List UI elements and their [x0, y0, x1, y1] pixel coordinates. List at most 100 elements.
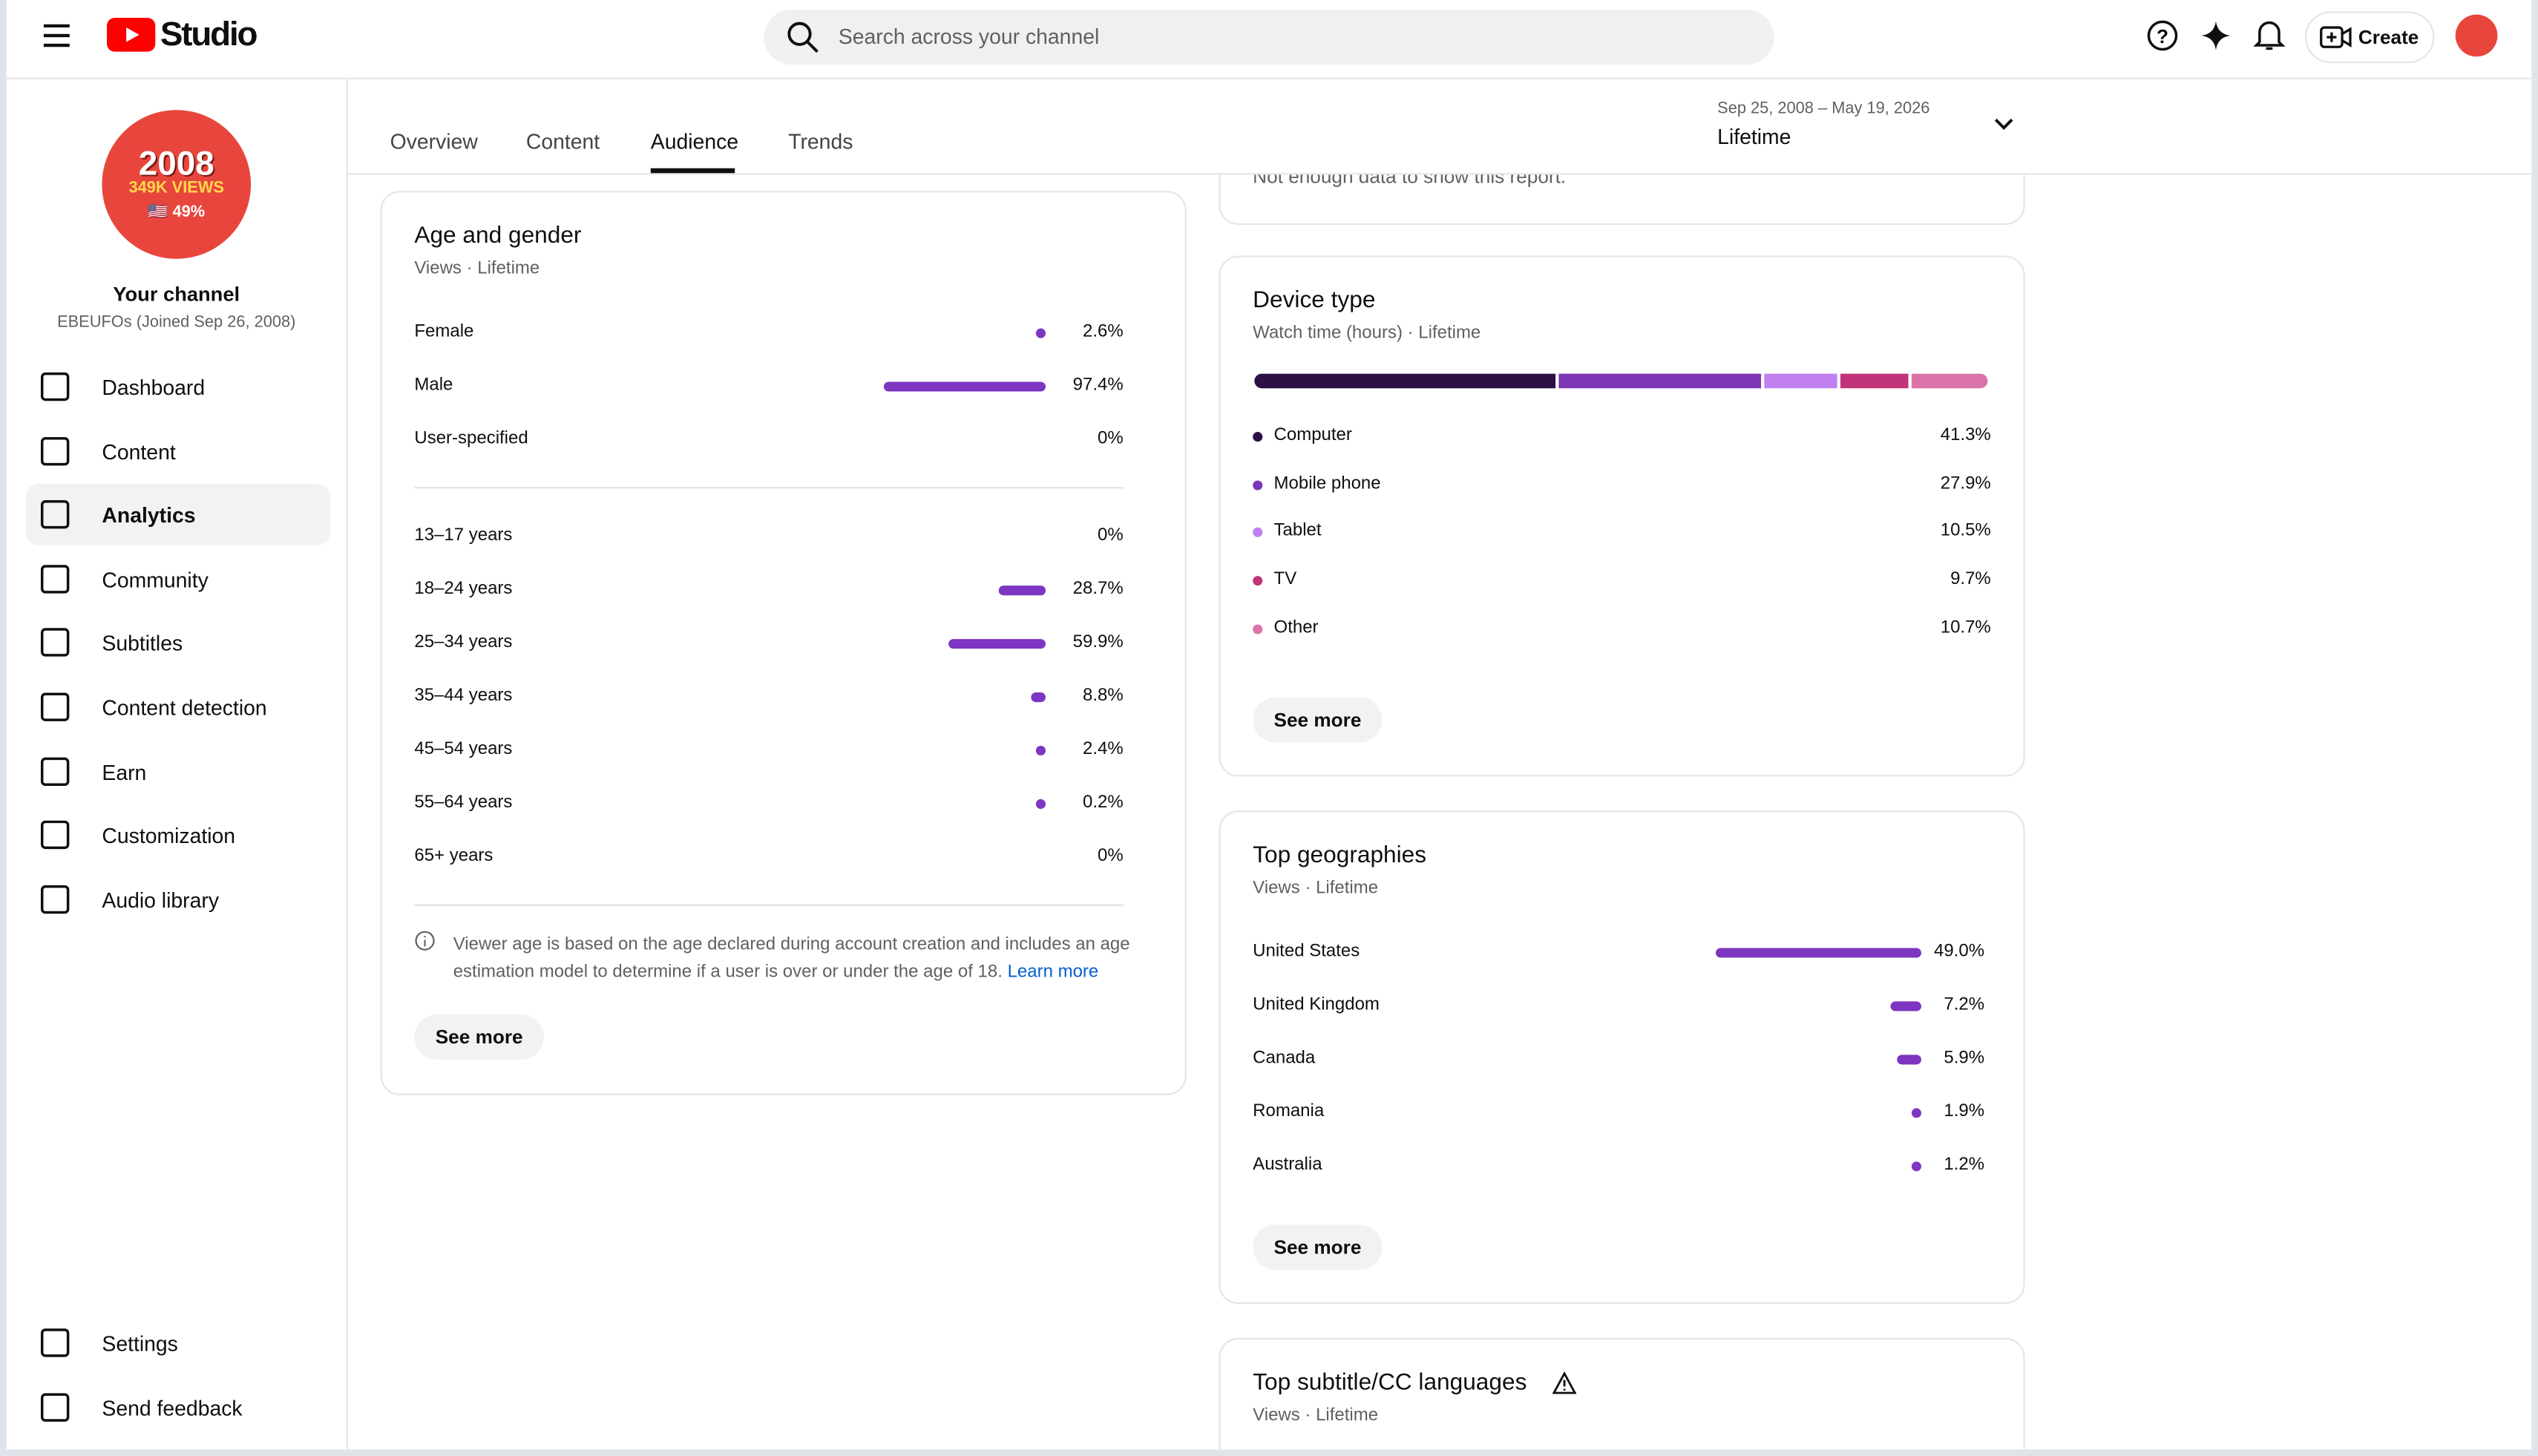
row-value: 7.2%: [1944, 994, 1985, 1014]
nav-icon: [40, 372, 70, 401]
nav-icon: [40, 436, 70, 465]
tab[interactable]: Overview: [390, 129, 478, 154]
nav-label: Content detection: [102, 695, 267, 721]
nav-label: Community: [102, 567, 209, 592]
info-icon[interactable]: [414, 931, 435, 951]
spark-icon[interactable]: [2200, 19, 2232, 52]
avatar-text: 2008: [138, 145, 214, 183]
nav-item[interactable]: Settings: [26, 1312, 330, 1374]
avatar-text: 🇺🇸 49%: [148, 203, 206, 222]
card-subtitle: Views · Lifetime: [414, 258, 540, 278]
legend-label: Mobile phone: [1273, 473, 1381, 493]
tab[interactable]: Audience: [650, 129, 739, 154]
date-label[interactable]: Lifetime: [1717, 124, 1791, 149]
bar: [883, 381, 1046, 392]
nav-icon: [40, 1328, 70, 1357]
dropdown-icon[interactable]: [1993, 117, 2016, 133]
row-value: 59.9%: [1072, 632, 1124, 652]
channel-avatar[interactable]: 2008 349K VIEWS 🇺🇸 49%: [102, 110, 252, 259]
bar: [1035, 745, 1046, 756]
nav-item[interactable]: Community: [26, 548, 330, 610]
nav-item[interactable]: Dashboard: [26, 356, 330, 418]
bar: [999, 586, 1046, 596]
app: Studio Search across your channel ? Crea…: [6, 0, 2532, 1450]
bell-icon[interactable]: [2253, 18, 2286, 53]
date-range[interactable]: Sep 25, 2008 – May 19, 2026: [1717, 100, 1930, 119]
nav-label: Dashboard: [102, 375, 206, 400]
nav-item[interactable]: Subtitles: [26, 612, 330, 674]
legend-dot: [1253, 624, 1263, 634]
legend-dot: [1253, 432, 1263, 442]
legend-label: Tablet: [1273, 521, 1322, 541]
nav-icon: [40, 692, 70, 721]
stack-segment: [1840, 373, 1909, 389]
nav-icon: [40, 500, 70, 529]
nav-item[interactable]: Customization: [26, 804, 330, 866]
header: Studio Search across your channel ? Crea…: [6, 0, 2532, 79]
nav-icon: [40, 1392, 70, 1421]
bar: [948, 639, 1046, 649]
row-value: 2.4%: [1082, 739, 1124, 759]
row-value: 0%: [1098, 525, 1124, 545]
logo-text[interactable]: Studio: [160, 16, 258, 53]
warning-icon[interactable]: [1552, 1371, 1577, 1395]
legend-value: 41.3%: [1940, 425, 1991, 445]
search-icon: [787, 22, 819, 53]
tab[interactable]: Content: [525, 129, 600, 154]
menu-icon[interactable]: [42, 23, 71, 49]
see-more-button[interactable]: See more: [414, 1014, 544, 1060]
tab[interactable]: Trends: [788, 129, 853, 154]
row-value: 0%: [1098, 428, 1124, 448]
card-subtitle: Views · Lifetime: [1253, 878, 1379, 898]
nav-icon: [40, 885, 70, 914]
logo-icon[interactable]: [106, 17, 156, 52]
nav-item[interactable]: Content: [26, 420, 330, 482]
nav-item[interactable]: Analytics: [25, 484, 330, 546]
subtitle-languages-card: Top subtitle/CC languages Views · Lifeti…: [1219, 1337, 2025, 1450]
search-box[interactable]: Search across your channel: [764, 10, 1774, 65]
nav-item[interactable]: Earn: [26, 741, 330, 802]
nav-item[interactable]: Audio library: [26, 868, 330, 930]
row-value: 8.8%: [1082, 686, 1124, 706]
nav-item[interactable]: Content detection: [26, 676, 330, 738]
device-card: Device type Watch time (hours) · Lifetim…: [1219, 255, 2025, 777]
see-more-button[interactable]: See more: [1253, 1224, 1383, 1270]
nav-label: Subtitles: [102, 632, 183, 656]
row-label: 13–17 years: [414, 525, 513, 545]
see-more-button[interactable]: See more: [1253, 697, 1383, 743]
age-note: Viewer age is based on the age declared …: [453, 932, 1133, 986]
stack-segment: [1912, 373, 1988, 389]
nav-icon: [40, 821, 70, 850]
svg-text:?: ?: [2157, 25, 2168, 47]
tab-indicator: [650, 168, 735, 174]
row-label: United Kingdom: [1253, 994, 1380, 1014]
learn-more-link[interactable]: Learn more: [1007, 962, 1099, 982]
divider: [414, 487, 1124, 489]
row-value: 5.9%: [1944, 1048, 1985, 1068]
create-button[interactable]: Create: [2304, 11, 2435, 64]
nav-label: Earn: [102, 759, 147, 784]
nav-label: Content: [102, 439, 176, 464]
create-icon: [2320, 26, 2352, 48]
stack-segment: [1763, 373, 1838, 389]
row-value: 97.4%: [1072, 375, 1124, 395]
legend-dot: [1253, 576, 1263, 586]
row-label: United States: [1253, 941, 1360, 961]
row-value: 2.6%: [1082, 321, 1124, 341]
divider: [414, 904, 1124, 906]
nav-icon: [40, 756, 70, 786]
row-value: 28.7%: [1072, 579, 1124, 599]
help-icon[interactable]: ?: [2146, 19, 2179, 52]
create-label: Create: [2358, 25, 2419, 49]
nav-label: Settings: [102, 1331, 178, 1356]
nav-item[interactable]: Send feedback: [26, 1376, 330, 1437]
legend-label: TV: [1273, 569, 1297, 589]
nav-icon: [40, 564, 70, 594]
tab-bar: Overview Content Audience Trends Sep 25, 20…: [347, 79, 2532, 175]
account-avatar[interactable]: [2455, 14, 2498, 57]
bar: [1035, 328, 1046, 338]
row-label: User-specified: [414, 428, 528, 448]
legend-label: Computer: [1273, 425, 1352, 445]
